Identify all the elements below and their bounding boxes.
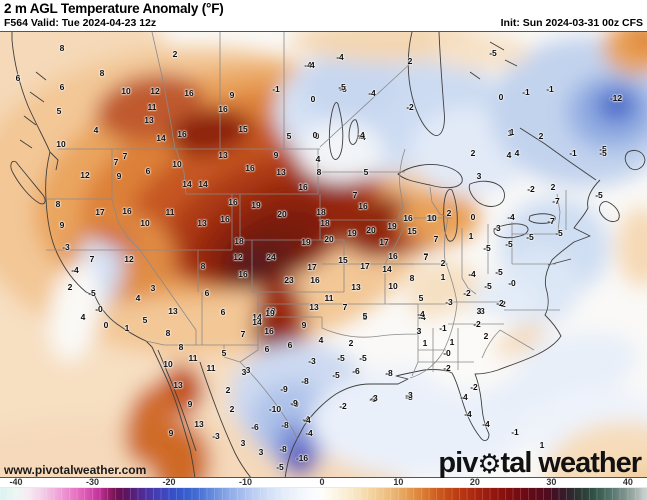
colorbar-tick: -10 bbox=[238, 477, 252, 487]
init-time-label: Init: Sun 2024-03-31 00z CFS bbox=[500, 17, 643, 29]
colorbar-tick: 20 bbox=[469, 477, 480, 487]
lakes bbox=[328, 101, 556, 242]
colorbar-tick: 10 bbox=[393, 477, 404, 487]
coastlines bbox=[10, 32, 646, 477]
map-header: 2 m AGL Temperature Anomaly (°F) F564 Va… bbox=[0, 0, 647, 31]
pivotal-weather-logo: piv⚙tal weather bbox=[438, 447, 642, 480]
colorbar-tick: 30 bbox=[546, 477, 557, 487]
colorbar-tick: 0 bbox=[319, 477, 325, 487]
colorbar-tick: -30 bbox=[86, 477, 100, 487]
colorbar-tick: -40 bbox=[9, 477, 23, 487]
map-title: 2 m AGL Temperature Anomaly (°F) bbox=[4, 1, 224, 16]
colorbar-tick: -20 bbox=[162, 477, 176, 487]
watermark-url: www.pivotalweather.com bbox=[4, 463, 147, 477]
colorbar-tick-labels: -40 -30 -20 -10 0 10 20 30 40 bbox=[0, 477, 647, 487]
colorbar-tick: 40 bbox=[622, 477, 633, 487]
gear-icon: ⚙ bbox=[477, 449, 501, 479]
forecast-map[interactable] bbox=[0, 31, 647, 478]
logo-text-weather: weather bbox=[538, 447, 642, 479]
colorbar: -40 -30 -20 -10 0 10 20 30 40 bbox=[0, 477, 647, 500]
logo-text-tal: tal bbox=[500, 447, 533, 479]
anomaly-field-and-geography bbox=[0, 32, 647, 477]
logo-text-piv: piv bbox=[438, 447, 478, 479]
valid-time-label: F564 Valid: Tue 2024-04-23 12z bbox=[4, 17, 157, 29]
state-borders bbox=[46, 32, 567, 440]
colorbar-gradient bbox=[0, 487, 647, 500]
